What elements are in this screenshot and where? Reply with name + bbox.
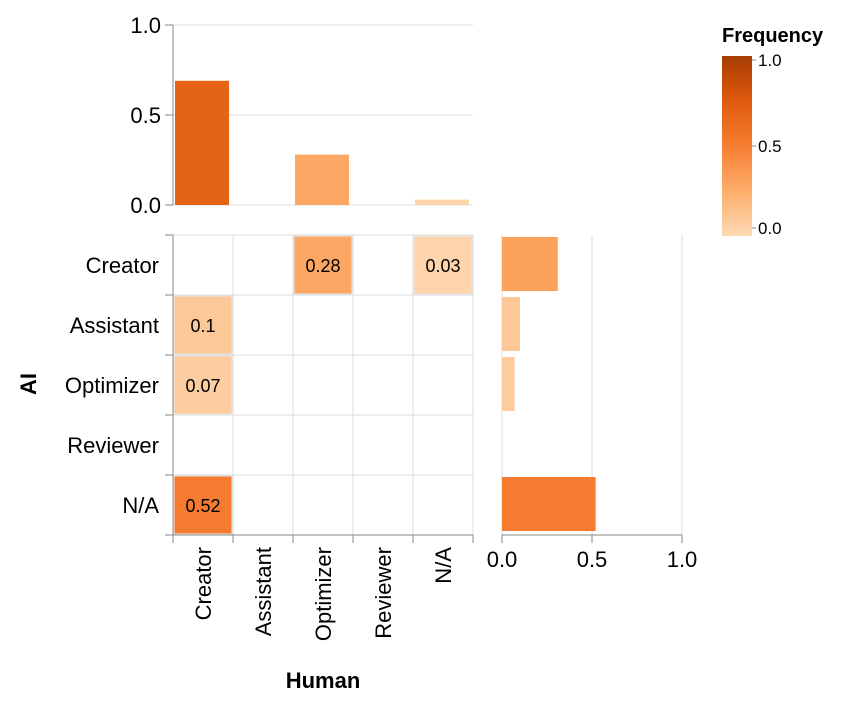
x-tick-label-optimizer: Optimizer (311, 547, 336, 641)
right-marginal-chart: 0.0 0.5 1.0 (487, 235, 698, 572)
right-tick-label: 0.0 (487, 547, 518, 572)
heatmap-cell-label: 0.28 (305, 256, 340, 276)
heatmap-cell-creator-optimizer (293, 235, 353, 295)
right-bar-n-a (502, 477, 596, 531)
top-bar-creator (175, 80, 229, 205)
x-tick-label-creator: Creator (191, 547, 216, 620)
legend-tick-label: 0.5 (758, 137, 782, 156)
x-tick-label-reviewer: Reviewer (371, 547, 396, 639)
heatmap-cell-creator-n-a (413, 235, 473, 295)
heatmap: 0.28 0.03 0.1 0.07 0.52 Creator Assistant Optim… (65, 234, 474, 641)
legend-gradient-bar (722, 56, 752, 236)
right-bar-optimizer (502, 357, 515, 411)
y-tick-label-n-a: N/A (122, 493, 159, 518)
top-bar-optimizer (295, 154, 349, 205)
top-marginal-chart: 0.0 0.5 1.0 (130, 13, 473, 218)
x-tick-label-n-a: N/A (431, 547, 456, 584)
heatmap-cell-n-a-creator (173, 475, 233, 535)
heatmap-cell-label: 0.07 (185, 376, 220, 396)
heatmap-cell-optimizer-creator (173, 355, 233, 415)
y-tick-label-assistant: Assistant (70, 313, 159, 338)
heatmap-cell-assistant-creator (173, 295, 233, 355)
heatmap-cell-label: 0.52 (185, 496, 220, 516)
legend: Frequency 1.0 0.5 0.0 (722, 25, 824, 238)
x-tick-label-assistant: Assistant (251, 547, 276, 636)
heatmap-cell-label: 0.03 (425, 256, 460, 276)
legend-tick-label: 0.0 (758, 219, 782, 238)
top-bar-n-a (415, 199, 469, 205)
top-tick-label: 0.5 (130, 103, 161, 128)
y-tick-label-reviewer: Reviewer (67, 433, 159, 458)
right-tick-label: 0.5 (577, 547, 608, 572)
right-bar-creator (502, 237, 558, 291)
legend-title: Frequency (722, 25, 824, 47)
top-tick-label: 0.0 (130, 193, 161, 218)
heatmap-cell-label: 0.1 (190, 316, 215, 336)
right-tick-label: 1.0 (667, 547, 698, 572)
y-tick-label-creator: Creator (86, 253, 159, 278)
y-tick-label-optimizer: Optimizer (65, 373, 159, 398)
right-bar-assistant (502, 297, 520, 351)
y-axis-title: AI (16, 373, 41, 395)
top-tick-label: 1.0 (130, 13, 161, 38)
legend-tick-label: 1.0 (758, 51, 782, 70)
x-axis-title: Human (286, 668, 361, 693)
